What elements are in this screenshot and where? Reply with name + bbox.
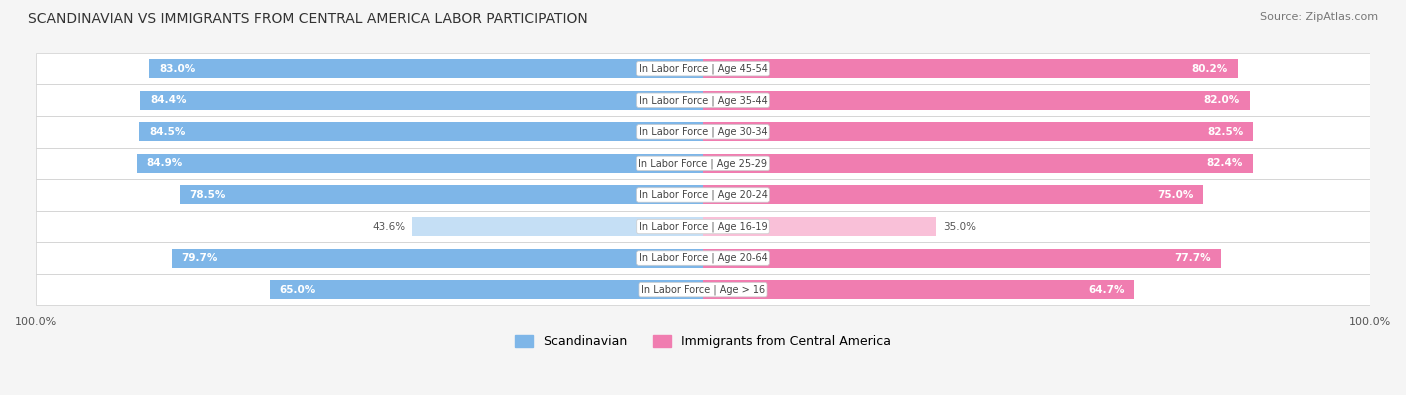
- Text: 65.0%: 65.0%: [280, 285, 316, 295]
- Bar: [37, 211, 1369, 242]
- Text: In Labor Force | Age 35-44: In Labor Force | Age 35-44: [638, 95, 768, 105]
- Bar: [37, 242, 1369, 274]
- Text: In Labor Force | Age 20-64: In Labor Force | Age 20-64: [638, 253, 768, 263]
- Bar: [136, 154, 703, 173]
- Bar: [149, 59, 703, 78]
- Bar: [703, 186, 1204, 205]
- Bar: [270, 280, 703, 299]
- Bar: [37, 274, 1369, 305]
- Bar: [139, 122, 703, 141]
- Bar: [37, 85, 1369, 116]
- Bar: [703, 154, 1253, 173]
- Bar: [703, 59, 1237, 78]
- Text: In Labor Force | Age 25-29: In Labor Force | Age 25-29: [638, 158, 768, 169]
- Text: 84.5%: 84.5%: [149, 127, 186, 137]
- Text: In Labor Force | Age > 16: In Labor Force | Age > 16: [641, 284, 765, 295]
- Bar: [141, 91, 703, 110]
- Text: 75.0%: 75.0%: [1157, 190, 1194, 200]
- Bar: [37, 85, 1369, 116]
- Bar: [37, 211, 1369, 242]
- Bar: [412, 217, 703, 236]
- Legend: Scandinavian, Immigrants from Central America: Scandinavian, Immigrants from Central Am…: [509, 330, 897, 353]
- Bar: [703, 248, 1222, 267]
- Text: In Labor Force | Age 45-54: In Labor Force | Age 45-54: [638, 64, 768, 74]
- Bar: [37, 179, 1369, 211]
- Text: 83.0%: 83.0%: [159, 64, 195, 74]
- Bar: [37, 53, 1369, 85]
- Bar: [37, 148, 1369, 179]
- Text: 78.5%: 78.5%: [190, 190, 226, 200]
- Bar: [37, 116, 1369, 148]
- Bar: [172, 248, 703, 267]
- Bar: [37, 242, 1369, 274]
- Text: Source: ZipAtlas.com: Source: ZipAtlas.com: [1260, 12, 1378, 22]
- Text: SCANDINAVIAN VS IMMIGRANTS FROM CENTRAL AMERICA LABOR PARTICIPATION: SCANDINAVIAN VS IMMIGRANTS FROM CENTRAL …: [28, 12, 588, 26]
- Text: 43.6%: 43.6%: [373, 222, 405, 231]
- Text: 64.7%: 64.7%: [1088, 285, 1125, 295]
- Text: In Labor Force | Age 30-34: In Labor Force | Age 30-34: [638, 126, 768, 137]
- Text: 35.0%: 35.0%: [943, 222, 976, 231]
- Bar: [37, 53, 1369, 85]
- Text: 79.7%: 79.7%: [181, 253, 218, 263]
- Bar: [37, 116, 1369, 148]
- Text: 82.5%: 82.5%: [1206, 127, 1243, 137]
- Bar: [37, 179, 1369, 211]
- Text: 82.4%: 82.4%: [1206, 158, 1243, 168]
- Bar: [703, 280, 1135, 299]
- Text: 82.0%: 82.0%: [1204, 95, 1240, 105]
- Text: 77.7%: 77.7%: [1174, 253, 1211, 263]
- Text: 84.9%: 84.9%: [146, 158, 183, 168]
- Bar: [703, 122, 1253, 141]
- Bar: [703, 91, 1250, 110]
- Bar: [703, 217, 936, 236]
- Bar: [37, 148, 1369, 179]
- Bar: [37, 274, 1369, 305]
- Bar: [180, 186, 703, 205]
- Text: 80.2%: 80.2%: [1191, 64, 1227, 74]
- Text: In Labor Force | Age 16-19: In Labor Force | Age 16-19: [638, 221, 768, 232]
- Text: In Labor Force | Age 20-24: In Labor Force | Age 20-24: [638, 190, 768, 200]
- Text: 84.4%: 84.4%: [150, 95, 187, 105]
